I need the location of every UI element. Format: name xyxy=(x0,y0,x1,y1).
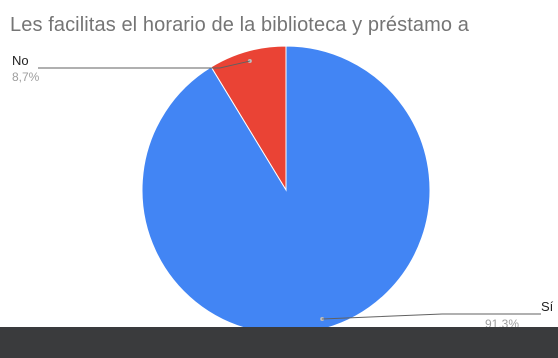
bottom-toolbar xyxy=(0,327,558,358)
leader-line xyxy=(38,60,250,69)
chart-title: Les facilitas el horario de la bibliotec… xyxy=(10,14,469,36)
slice-label: No xyxy=(12,53,29,68)
leader-line xyxy=(322,313,541,320)
slice-label: Sí xyxy=(541,299,554,314)
slice-percent-label: 8,7% xyxy=(12,70,40,84)
pie-slice-si xyxy=(141,45,431,335)
